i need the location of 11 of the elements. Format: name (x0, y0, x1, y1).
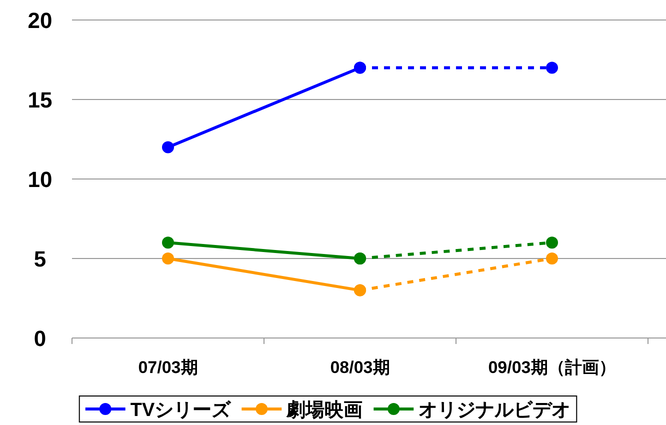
y-tick-label: 0 (34, 326, 46, 351)
y-tick-label: 20 (28, 8, 52, 33)
y-tick-label: 15 (28, 88, 52, 112)
x-tick-label: 07/03期 (138, 358, 198, 377)
x-tick-label: 09/03期（計画） (488, 358, 616, 377)
legend-label: TVシリーズ (130, 400, 232, 421)
legend-label: オリジナルビデオ (418, 400, 571, 421)
legend-label: 劇場映画 (286, 399, 363, 421)
y-tick-label: 5 (34, 246, 46, 272)
x-tick-label: 08/03期 (330, 358, 390, 377)
y-tick-label: 10 (28, 167, 52, 192)
